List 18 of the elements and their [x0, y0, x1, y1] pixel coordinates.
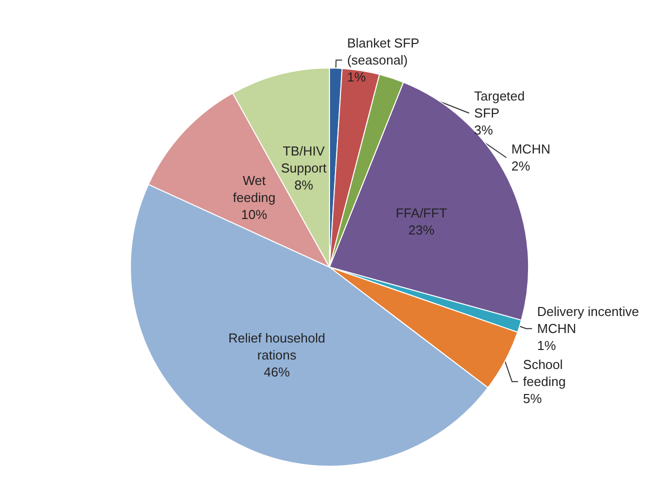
data-label: 5% [523, 391, 542, 406]
data-label: 1% [537, 338, 556, 354]
data-label: 2% [511, 158, 531, 174]
data-label: 10% [241, 207, 268, 222]
slice-label: Wet feeding [232, 173, 276, 206]
slice-label: School feeding [523, 357, 566, 390]
slice-label: Targeted SFP [474, 88, 525, 121]
slice-label: Relief household rations [228, 330, 326, 363]
slice-label: Delivery incentive MCHN [537, 304, 640, 336]
data-label: 1% [347, 70, 366, 85]
slice-label: Blanket SFP (seasonal) [347, 36, 420, 68]
data-label: 3% [474, 122, 494, 138]
data-label: 8% [294, 177, 314, 192]
slice-label: FFA/FFT [396, 206, 448, 221]
data-label: 23% [408, 222, 435, 238]
data-label: 46% [264, 364, 290, 380]
slice-label: MCHN [511, 142, 550, 157]
slice-label: TB/HIV Support [280, 143, 327, 176]
